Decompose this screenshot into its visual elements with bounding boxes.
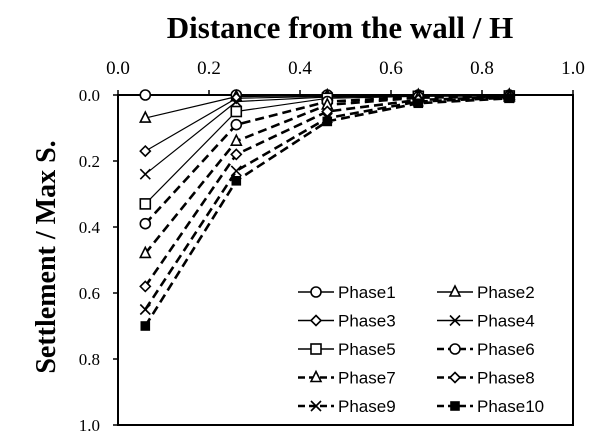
legend-entry: Phase3 (298, 312, 396, 331)
legend-entry: Phase9 (298, 397, 396, 416)
axis-tick-marks (113, 90, 574, 426)
series-markers (139, 87, 516, 331)
x-tick-label: 0.6 (379, 58, 403, 79)
data-point-phase10 (231, 176, 242, 186)
x-tick-label: 0.0 (106, 58, 130, 79)
data-point-phase4 (139, 168, 151, 180)
legend-marker (448, 371, 462, 384)
data-point-phase1 (139, 89, 152, 101)
data-point-phase8 (321, 105, 334, 118)
legend-entry: Phase6 (437, 340, 535, 359)
legend-marker (310, 400, 322, 412)
legend-marker (310, 343, 322, 355)
data-point-phase3 (230, 92, 243, 105)
data-point-phase10 (413, 98, 424, 109)
data-point-phase6 (230, 118, 243, 131)
series-line-phase9 (144, 96, 510, 311)
legend-entry: Phase5 (298, 340, 396, 359)
legend-marker (309, 369, 323, 383)
legend-entry: Phase2 (437, 283, 535, 302)
y-tick-label: 0.8 (79, 350, 100, 369)
legend-label: Phase2 (477, 283, 535, 302)
legend-label: Phase10 (477, 397, 544, 416)
data-point-phase8 (230, 148, 243, 161)
legend-entry: Phase10 (437, 397, 544, 416)
y-tick-label: 1.0 (79, 416, 100, 435)
legend-label: Phase9 (338, 397, 396, 416)
legend-marker (449, 314, 461, 327)
data-point-phase2 (139, 110, 152, 123)
legend-label: Phase5 (338, 340, 396, 359)
x-tick-labels: 0.0 0.2 0.4 0.6 0.8 1.0 (106, 58, 585, 79)
y-tick-labels: 0.0 0.2 0.4 0.6 0.8 1.0 (79, 86, 101, 435)
legend-label: Phase7 (338, 369, 396, 388)
legend-label: Phase8 (477, 369, 535, 388)
legend-label: Phase1 (338, 283, 396, 302)
x-tick-label: 1.0 (561, 58, 585, 79)
legend-entry: Phase8 (437, 369, 535, 388)
data-point-phase10 (140, 321, 151, 331)
legend-label: Phase6 (477, 340, 535, 359)
chart-title: Distance from the wall / H (167, 10, 513, 45)
legend-label: Phase4 (477, 312, 535, 331)
data-point-phase8 (139, 280, 152, 293)
data-point-phase3 (139, 144, 152, 158)
legend-entry: Phase1 (298, 283, 396, 302)
data-point-phase5 (230, 105, 243, 118)
y-tick-label: 0.4 (79, 218, 101, 237)
y-tick-label: 0.2 (79, 152, 100, 171)
legend-label: Phase3 (338, 312, 396, 331)
data-point-phase4 (230, 96, 242, 108)
data-point-phase10 (322, 116, 333, 127)
legend-marker (450, 401, 460, 411)
data-point-phase9 (230, 165, 242, 177)
legend: Phase1 Phase2 Phase3 Phase4 Phase5 Phase6 Phas… (298, 283, 544, 416)
x-tick-label: 0.2 (197, 58, 221, 79)
y-tick-label: 0.0 (79, 86, 100, 105)
data-point-phase9 (139, 303, 151, 316)
data-point-phase6 (139, 217, 152, 230)
legend-entry: Phase4 (437, 312, 535, 331)
legend-entry: Phase7 (298, 369, 396, 388)
data-point-phase7 (230, 133, 243, 146)
data-point-phase7 (139, 245, 152, 259)
legend-marker (310, 286, 322, 298)
legend-marker (448, 284, 462, 297)
data-point-phase5 (139, 198, 152, 210)
legend-marker (449, 343, 461, 355)
x-tick-label: 0.4 (288, 58, 312, 79)
legend-marker (309, 314, 323, 327)
y-axis-label: Settlement / Max S. (31, 140, 62, 373)
y-tick-label: 0.6 (79, 284, 100, 303)
x-tick-label: 0.8 (470, 58, 494, 79)
data-point-phase10 (504, 93, 515, 104)
